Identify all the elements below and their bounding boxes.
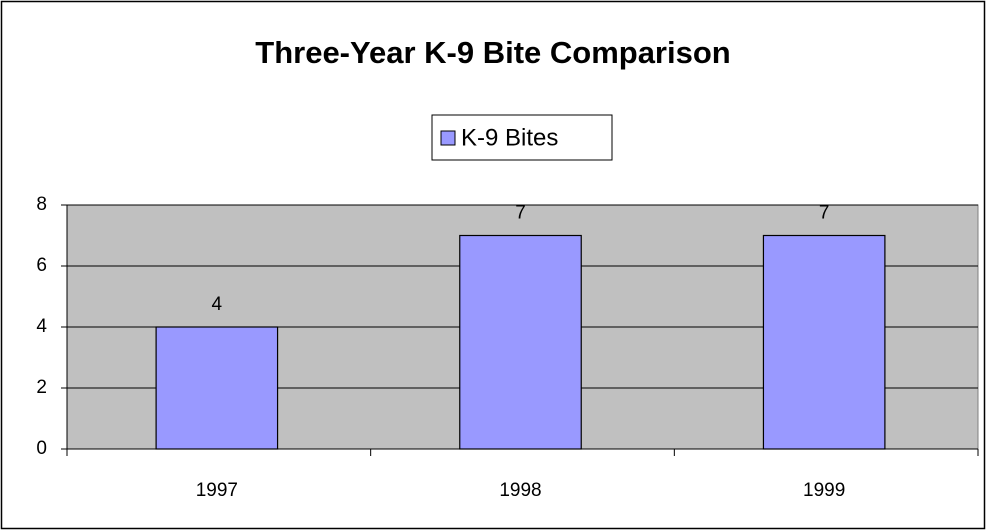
bar: [762, 234, 886, 450]
legend-label: K-9 Bites: [461, 124, 558, 151]
legend-swatch: [440, 130, 456, 146]
chart-title: Three-Year K-9 Bite Comparison: [255, 35, 730, 70]
x-tick-label: 1999: [803, 480, 845, 501]
data-label: 7: [819, 203, 830, 224]
data-label: 4: [212, 294, 223, 315]
x-tick-label: 1997: [196, 480, 238, 501]
x-tick-label: 1998: [499, 480, 541, 501]
y-tick-label: 8: [36, 194, 47, 215]
legend-box: [431, 114, 613, 161]
y-tick-label: 4: [36, 316, 47, 337]
bar: [155, 326, 279, 450]
y-tick-label: 2: [36, 377, 47, 398]
y-tick-label: 6: [36, 255, 47, 276]
bar: [459, 234, 582, 450]
y-tick-label: 0: [36, 438, 47, 459]
data-label: 7: [515, 203, 526, 224]
